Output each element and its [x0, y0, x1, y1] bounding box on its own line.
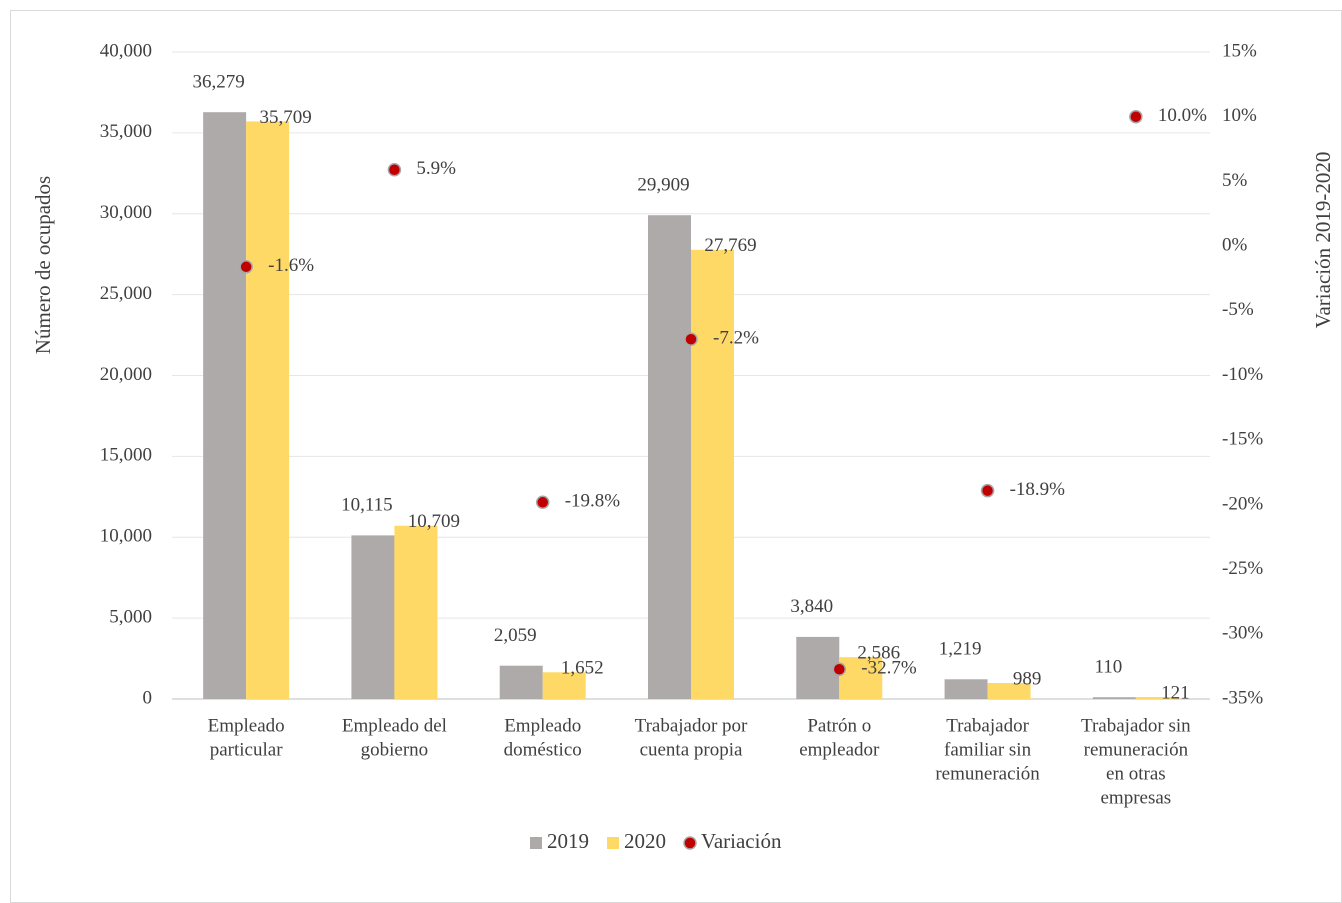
- data-label: 121: [1161, 682, 1190, 703]
- y-tick-label: 0: [143, 687, 153, 708]
- x-tick-label: Trabajador por: [635, 715, 748, 736]
- x-tick-label: Empleado del: [342, 715, 447, 736]
- bar: [542, 672, 586, 699]
- variation-dot: [239, 260, 253, 274]
- y2-tick-label: -25%: [1222, 558, 1263, 579]
- bar: [648, 215, 691, 699]
- x-tick-label: particular: [210, 739, 283, 760]
- data-label: -19.8%: [565, 491, 621, 512]
- x-tick-label: Empleado: [208, 715, 285, 736]
- y2-tick-label: 0%: [1222, 234, 1248, 255]
- variation-dot: [684, 332, 698, 347]
- bar: [203, 112, 247, 699]
- data-label: 10,115: [341, 495, 393, 516]
- legend-label: 2020: [624, 829, 666, 853]
- legend-swatch: [683, 836, 697, 850]
- x-tick-label: cuenta propia: [640, 739, 743, 760]
- y-tick-label: 40,000: [100, 40, 152, 61]
- y2-tick-label: 5%: [1222, 170, 1248, 191]
- variation-dot: [980, 483, 995, 498]
- data-label: 29,909: [637, 175, 689, 196]
- x-tick-label: remuneración: [1084, 739, 1189, 760]
- data-label: 35,709: [260, 107, 312, 128]
- y-tick-label: 35,000: [100, 121, 152, 142]
- data-label: 3,840: [790, 596, 833, 617]
- x-tick-label: Trabajador sin: [1081, 715, 1191, 736]
- y2-tick-label: -10%: [1222, 364, 1263, 385]
- x-tick-label: Trabajador: [946, 715, 1029, 736]
- variation-dot: [1129, 109, 1143, 124]
- bar: [351, 535, 395, 699]
- data-label: 1,219: [939, 639, 982, 660]
- bar: [1135, 697, 1179, 699]
- y2-tick-label: 15%: [1222, 40, 1257, 61]
- bar: [394, 525, 438, 699]
- data-label: 10.0%: [1158, 105, 1207, 126]
- y-tick-label: 20,000: [100, 364, 152, 385]
- x-tick-label: familiar sin: [944, 739, 1032, 760]
- bar: [246, 121, 290, 699]
- variation-dot: [832, 662, 847, 676]
- y2-tick-label: -35%: [1222, 687, 1263, 708]
- y2-tick-label: 10%: [1222, 105, 1257, 126]
- y2-tick-label: -5%: [1222, 299, 1254, 320]
- y2-tick-label: -30%: [1222, 623, 1263, 644]
- data-label: 2,586: [857, 643, 900, 664]
- legend-label: 2019: [547, 829, 589, 853]
- y-tick-label: 15,000: [100, 445, 152, 466]
- y-tick-label: 5,000: [109, 606, 152, 627]
- data-label: -32.7%: [861, 658, 917, 679]
- data-label: 5.9%: [416, 158, 456, 179]
- data-label: -7.2%: [713, 328, 759, 349]
- legend-label: Variación: [701, 829, 782, 853]
- bar: [796, 636, 840, 699]
- data-label: 1,652: [561, 658, 604, 679]
- legend-swatch: [607, 837, 619, 849]
- x-tick-label: en otras: [1106, 763, 1166, 784]
- y2-axis-label: Variación 2019-2020: [1311, 152, 1335, 329]
- y-tick-label: 25,000: [100, 283, 152, 304]
- y-tick-label: 10,000: [100, 526, 152, 547]
- legend-swatch: [530, 837, 542, 849]
- data-label: 36,279: [193, 72, 245, 93]
- data-label: 110: [1094, 657, 1122, 678]
- data-label: 10,709: [408, 511, 460, 532]
- bar: [499, 665, 543, 699]
- y-axis-label: Número de ocupados: [31, 176, 55, 354]
- bar: [1092, 697, 1136, 699]
- x-tick-label: gobierno: [361, 739, 429, 760]
- x-tick-label: doméstico: [504, 739, 582, 760]
- x-tick-label: Empleado: [504, 715, 581, 736]
- data-label: -18.9%: [1010, 479, 1066, 500]
- x-tick-label: Patrón o: [807, 715, 871, 736]
- data-label: 2,059: [494, 625, 537, 646]
- data-label: 27,769: [704, 235, 756, 256]
- variation-dot: [387, 163, 402, 177]
- bar: [691, 249, 734, 699]
- bar: [987, 683, 1031, 699]
- x-tick-label: remuneración: [935, 763, 1040, 784]
- bar: [944, 679, 988, 699]
- x-tick-label: empleador: [799, 739, 880, 760]
- data-label: -1.6%: [268, 255, 314, 276]
- variation-dot: [535, 495, 550, 510]
- y2-tick-label: -20%: [1222, 493, 1263, 514]
- x-tick-label: empresas: [1101, 787, 1172, 808]
- y2-tick-label: -15%: [1222, 429, 1263, 450]
- data-label: 989: [1013, 668, 1042, 689]
- y-tick-label: 30,000: [100, 202, 152, 223]
- bar: [839, 657, 883, 699]
